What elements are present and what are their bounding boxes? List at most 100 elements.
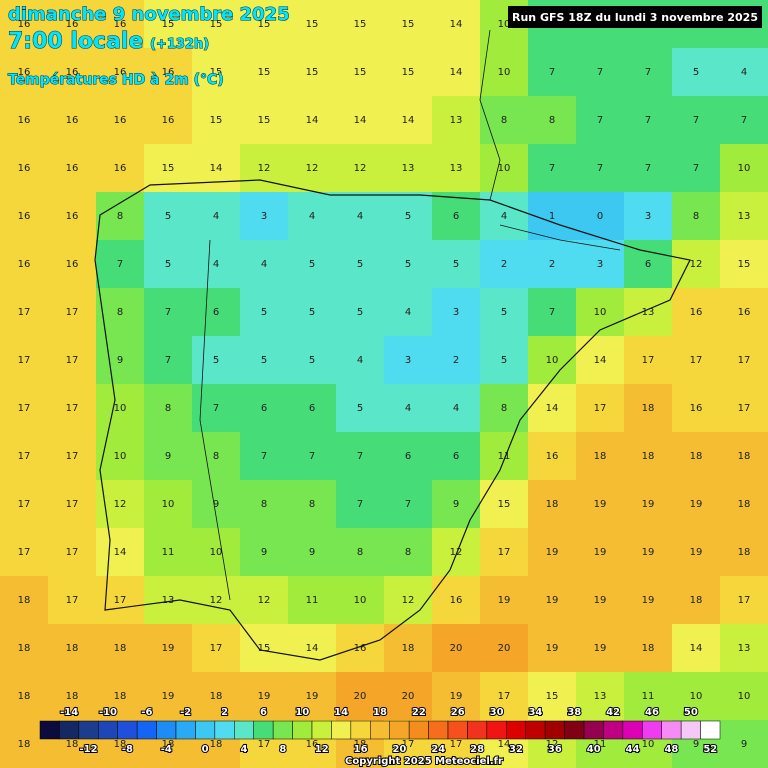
temperature-cell bbox=[336, 240, 385, 289]
temperature-value: 15 bbox=[738, 259, 751, 270]
temperature-value: 18 bbox=[402, 643, 415, 654]
temperature-cell bbox=[624, 480, 673, 529]
temperature-cell bbox=[384, 240, 433, 289]
run-box bbox=[508, 6, 762, 28]
temperature-value: 4 bbox=[213, 259, 219, 270]
temperature-value: 13 bbox=[402, 163, 415, 174]
temperature-cell bbox=[336, 576, 385, 625]
temperature-value: 17 bbox=[498, 547, 511, 558]
temperature-cell bbox=[0, 48, 49, 97]
legend-swatch bbox=[564, 720, 585, 740]
temperature-cell bbox=[528, 240, 577, 289]
temperature-cell bbox=[672, 144, 721, 193]
temperature-value: 18 bbox=[738, 451, 751, 462]
temperature-cell bbox=[336, 336, 385, 385]
legend-swatch bbox=[603, 720, 624, 740]
temperature-value: 13 bbox=[642, 307, 655, 318]
temperature-cell bbox=[624, 48, 673, 97]
temperature-cell bbox=[48, 432, 97, 481]
temperature-value: 7 bbox=[597, 163, 603, 174]
legend-tick-label: 30 bbox=[490, 707, 504, 718]
temperature-value: 5 bbox=[165, 211, 171, 222]
legend-tick-label: 46 bbox=[645, 707, 659, 718]
temperature-cell bbox=[672, 384, 721, 433]
temperature-cell bbox=[96, 0, 145, 49]
temperature-cell bbox=[480, 336, 529, 385]
temperature-value: 12 bbox=[114, 499, 127, 510]
border bbox=[199, 29, 621, 601]
temperature-value: 5 bbox=[165, 259, 171, 270]
temperature-value: 5 bbox=[309, 307, 315, 318]
temperature-value: 6 bbox=[453, 451, 459, 462]
temperature-cell bbox=[192, 96, 241, 145]
temperature-cell bbox=[0, 480, 49, 529]
legend-swatch bbox=[350, 720, 371, 740]
temperature-value: 16 bbox=[546, 451, 559, 462]
legend-tick-label: 52 bbox=[703, 744, 717, 755]
temperature-cell bbox=[192, 192, 241, 241]
temperature-value: 12 bbox=[258, 163, 271, 174]
legend-swatch bbox=[98, 720, 118, 740]
temperature-cell bbox=[432, 96, 481, 145]
temperature-value: 9 bbox=[741, 739, 747, 750]
temperature-value: 16 bbox=[18, 115, 31, 126]
temperature-cell bbox=[240, 624, 289, 673]
temperature-cell bbox=[480, 576, 529, 625]
legend-swatch bbox=[544, 720, 565, 740]
temperature-cell bbox=[720, 240, 768, 289]
temperature-cell bbox=[528, 336, 577, 385]
temperature-value: 10 bbox=[642, 739, 655, 750]
temperature-value: 7 bbox=[357, 499, 363, 510]
temperature-cell bbox=[192, 48, 241, 97]
temperature-cell bbox=[96, 336, 145, 385]
temperature-cell bbox=[336, 384, 385, 433]
temperature-value: 15 bbox=[306, 19, 319, 30]
temperature-value: 8 bbox=[117, 211, 123, 222]
temperature-value: 12 bbox=[354, 163, 367, 174]
temperature-cell bbox=[240, 0, 289, 49]
temperature-value: 16 bbox=[66, 211, 79, 222]
temperature-value: 10 bbox=[162, 499, 175, 510]
temperature-cell bbox=[192, 144, 241, 193]
legend-tick-label: 0 bbox=[202, 744, 209, 755]
temperature-cell bbox=[480, 480, 529, 529]
temperature-cell bbox=[624, 528, 673, 577]
legend-tick-label: 42 bbox=[606, 707, 620, 718]
temperature-value: 17 bbox=[450, 739, 463, 750]
temperature-cell bbox=[240, 576, 289, 625]
temperature-cell bbox=[720, 528, 768, 577]
temperature-cell bbox=[96, 96, 145, 145]
temperature-value: 13 bbox=[450, 115, 463, 126]
temperature-value: 15 bbox=[258, 643, 271, 654]
legend-tick-label: 38 bbox=[567, 707, 581, 718]
temperature-value: 15 bbox=[258, 67, 271, 78]
temperature-cell bbox=[432, 144, 481, 193]
temperature-value: 6 bbox=[405, 451, 411, 462]
temperature-cell bbox=[528, 96, 577, 145]
temperature-cell bbox=[432, 0, 481, 49]
temperature-cell bbox=[336, 624, 385, 673]
temperature-value: 17 bbox=[498, 691, 511, 702]
temperature-cell bbox=[384, 528, 433, 577]
temperature-cell bbox=[624, 192, 673, 241]
temperature-cell bbox=[720, 384, 768, 433]
temperature-value: 5 bbox=[405, 259, 411, 270]
temperature-value: 5 bbox=[261, 355, 267, 366]
temperature-value: 16 bbox=[114, 19, 127, 30]
temperature-value: 7 bbox=[117, 259, 123, 270]
temperature-value: 6 bbox=[309, 403, 315, 414]
temperature-value: 17 bbox=[738, 355, 751, 366]
legend-tick-label: -4 bbox=[161, 744, 172, 755]
legend-tick-label: 18 bbox=[373, 707, 387, 718]
legend-tick-label: 20 bbox=[392, 744, 406, 755]
temperature-cell bbox=[288, 528, 337, 577]
temperature-value: 11 bbox=[162, 547, 175, 558]
temperature-cell bbox=[240, 192, 289, 241]
temperature-cell bbox=[144, 672, 193, 721]
temperature-value: 16 bbox=[66, 163, 79, 174]
temperature-cell bbox=[624, 288, 673, 337]
temperature-cell bbox=[96, 480, 145, 529]
temperature-cell bbox=[48, 288, 97, 337]
temperature-cell bbox=[432, 240, 481, 289]
temperature-cell bbox=[144, 432, 193, 481]
